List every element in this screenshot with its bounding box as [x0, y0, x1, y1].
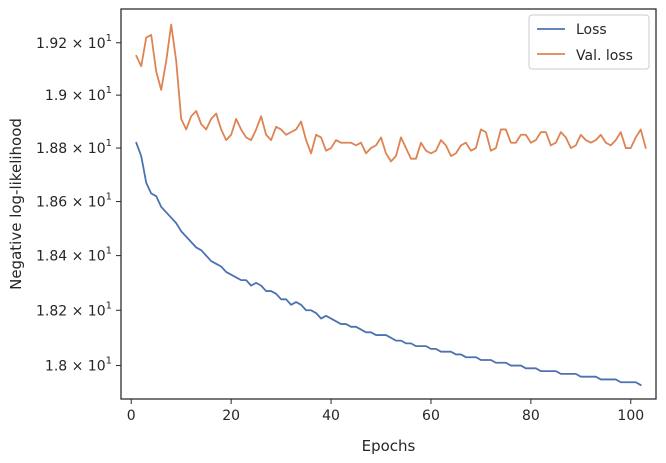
legend-label-val-loss: Val. loss	[576, 48, 633, 64]
x-tick-label: 100	[617, 408, 644, 424]
x-axis-ticks: 0 20 40 60 80 100	[127, 399, 644, 424]
x-tick-label: 80	[522, 408, 540, 424]
plot-area	[121, 9, 656, 399]
y-tick-label: 1.88 × 101	[36, 138, 112, 157]
series-line-loss	[135, 141, 642, 386]
y-axis-ticks: 1.8 × 101 1.82 × 101 1.84 × 101 1.86 × 101 1…	[36, 33, 121, 375]
x-tick-label: 0	[127, 408, 136, 424]
y-tick-label: 1.92 × 101	[36, 33, 112, 52]
y-axis-label: Negative log-likelihood	[7, 118, 25, 290]
series-line-val-loss	[135, 23, 647, 163]
series-layer	[135, 23, 647, 386]
x-tick-label: 40	[322, 408, 340, 424]
y-tick-label: 1.84 × 101	[36, 246, 112, 265]
legend: Loss Val. loss	[528, 14, 650, 70]
x-tick-label: 20	[222, 408, 240, 424]
y-tick-label: 1.9 × 101	[45, 85, 112, 104]
y-tick-label: 1.82 × 101	[36, 300, 112, 319]
legend-label-loss: Loss	[576, 22, 607, 38]
x-axis-label: Epochs	[362, 437, 416, 455]
plot-frame	[120, 8, 657, 400]
x-tick-label: 60	[422, 408, 440, 424]
y-tick-label: 1.86 × 101	[36, 192, 112, 211]
y-tick-label: 1.8 × 101	[45, 356, 112, 375]
